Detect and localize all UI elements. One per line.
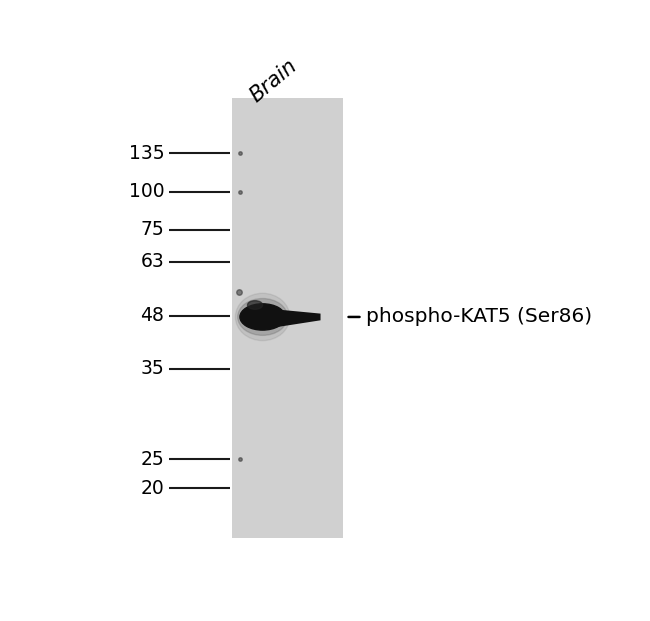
Text: 63: 63 bbox=[140, 253, 164, 271]
Polygon shape bbox=[265, 309, 320, 329]
Text: Brain: Brain bbox=[246, 56, 301, 106]
Text: 135: 135 bbox=[129, 144, 164, 163]
Ellipse shape bbox=[235, 293, 290, 341]
Text: 20: 20 bbox=[140, 479, 164, 497]
Ellipse shape bbox=[238, 299, 287, 335]
Text: 48: 48 bbox=[140, 307, 164, 325]
Ellipse shape bbox=[248, 301, 263, 309]
Text: 25: 25 bbox=[140, 450, 164, 469]
Bar bbox=[233, 99, 343, 538]
Text: 35: 35 bbox=[140, 359, 164, 378]
Text: 75: 75 bbox=[140, 220, 164, 240]
Ellipse shape bbox=[240, 304, 285, 330]
Text: 100: 100 bbox=[129, 182, 164, 201]
Text: phospho-KAT5 (Ser86): phospho-KAT5 (Ser86) bbox=[366, 307, 592, 327]
